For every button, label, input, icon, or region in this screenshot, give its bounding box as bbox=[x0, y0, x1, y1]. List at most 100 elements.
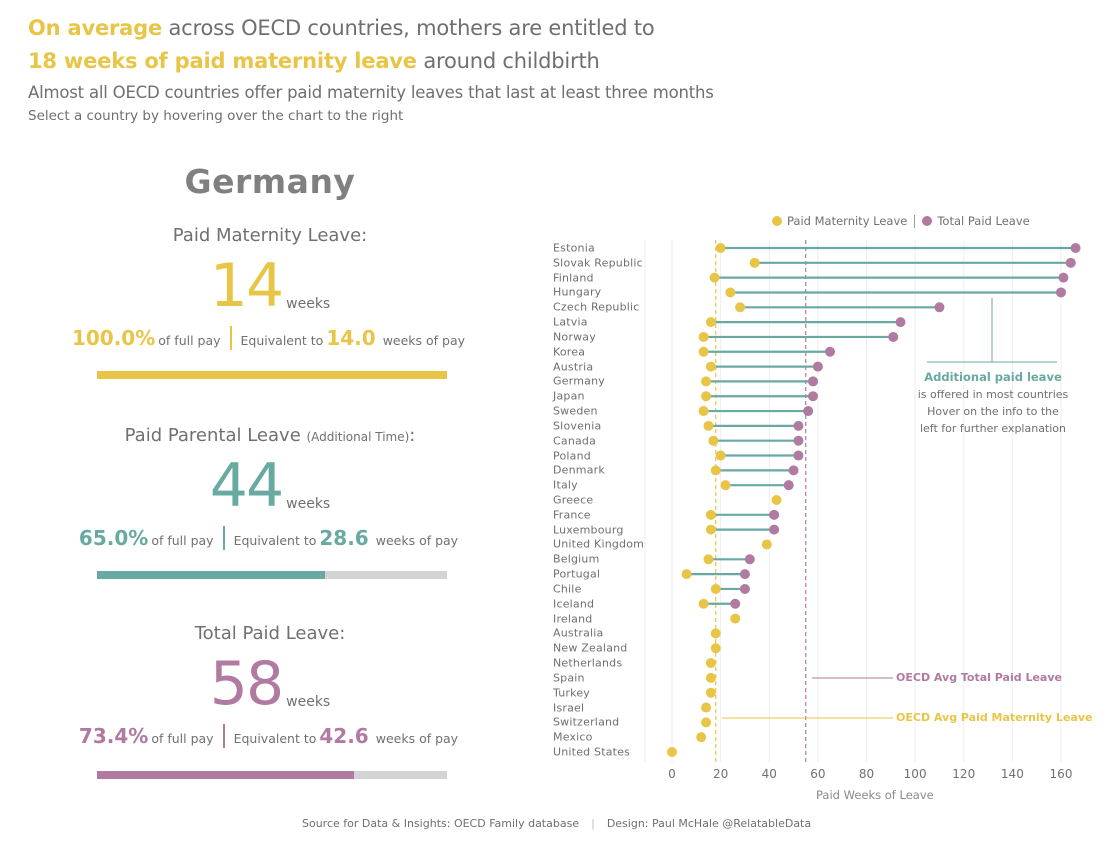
maternity-leave-point bbox=[761, 539, 772, 550]
maternity-leave-point bbox=[715, 243, 726, 253]
subtitle: Almost all OECD countries offer paid mat… bbox=[28, 83, 714, 102]
country-label[interactable]: Canada bbox=[553, 434, 597, 448]
maternity-leave-point bbox=[720, 480, 731, 491]
country-label[interactable]: Israel bbox=[553, 701, 585, 715]
country-label[interactable]: Turkey bbox=[553, 686, 590, 700]
country-label[interactable]: Slovenia bbox=[553, 419, 602, 433]
total-leave-point bbox=[783, 480, 794, 491]
country-label[interactable]: Italy bbox=[553, 478, 578, 492]
legend-maternity-label[interactable]: Paid Maternity Leave bbox=[787, 214, 908, 228]
maternity-leave-point bbox=[705, 658, 716, 669]
country-label[interactable]: Sweden bbox=[553, 404, 598, 418]
headline-text-2: around childbirth bbox=[416, 49, 600, 73]
country-label[interactable]: Latvia bbox=[553, 315, 588, 329]
maternity-leave-point bbox=[681, 569, 692, 580]
maternity-weeks-unit: weeks bbox=[286, 296, 331, 312]
maternity-pct: 100.0% bbox=[71, 326, 156, 350]
total-eq-value: 42.6 bbox=[319, 724, 369, 748]
legend-total-label[interactable]: Total Paid Leave bbox=[937, 214, 1030, 228]
country-label[interactable]: Norway bbox=[553, 330, 596, 344]
maternity-leave-point bbox=[710, 643, 721, 654]
x-tick-label: 100 bbox=[903, 767, 927, 781]
headline-highlight-1: On average bbox=[28, 16, 163, 40]
country-label[interactable]: United States bbox=[553, 745, 631, 759]
x-axis-title: Paid Weeks of Leave bbox=[816, 788, 934, 802]
country-label[interactable]: Portugal bbox=[553, 567, 601, 581]
country-label[interactable]: Czech Republic bbox=[553, 300, 640, 314]
country-label[interactable]: Belgium bbox=[553, 552, 600, 566]
legend-total-dot-icon bbox=[922, 216, 933, 226]
x-tick-label: 0 bbox=[668, 767, 676, 781]
total-title: Total Paid Leave: bbox=[194, 623, 346, 644]
maternity-title: Paid Maternity Leave: bbox=[172, 225, 368, 246]
total-weeks: 58 weeks bbox=[60, 654, 480, 714]
chart-legend[interactable]: Paid Maternity Leave Total Paid Leave bbox=[772, 214, 1030, 228]
parental-title-colon: : bbox=[409, 425, 416, 446]
country-label[interactable]: Slovak Republic bbox=[553, 256, 643, 270]
total-leave-point bbox=[825, 346, 836, 357]
total-pay-bar-fill bbox=[97, 771, 354, 779]
annotation-line: Hover on the info to the bbox=[927, 405, 1059, 418]
country-label[interactable]: Spain bbox=[553, 671, 585, 685]
instruction: Select a country by hovering over the ch… bbox=[28, 108, 404, 124]
total-leave-point bbox=[769, 524, 780, 535]
total-leave-point bbox=[1070, 243, 1081, 253]
maternity-stats: 100.0% of full pay Equivalent to 14.0 we… bbox=[60, 326, 480, 350]
total-leave-point bbox=[1056, 287, 1066, 298]
x-tick-label: 140 bbox=[1000, 767, 1024, 781]
maternity-leave-point bbox=[730, 613, 741, 624]
x-tick-label: 80 bbox=[858, 767, 875, 781]
total-leave-point bbox=[934, 302, 945, 313]
country-label[interactable]: Greece bbox=[553, 493, 594, 507]
country-label[interactable]: Ireland bbox=[553, 612, 593, 626]
maternity-weeks: 14 weeks bbox=[60, 256, 480, 316]
maternity-leave-point bbox=[705, 524, 716, 535]
country-label[interactable]: Korea bbox=[553, 345, 586, 359]
total-leave-point bbox=[812, 361, 823, 372]
x-tick-label: 120 bbox=[952, 767, 976, 781]
maternity-leave-point bbox=[698, 598, 709, 609]
country-label[interactable]: United Kingdom bbox=[553, 537, 645, 551]
country-label[interactable]: Denmark bbox=[553, 463, 605, 477]
country-label[interactable]: Iceland bbox=[553, 597, 595, 611]
maternity-pay-bar bbox=[97, 371, 447, 379]
country-label[interactable]: Poland bbox=[553, 449, 591, 463]
maternity-leave-point bbox=[698, 406, 709, 417]
country-label[interactable]: Mexico bbox=[553, 730, 593, 744]
country-label[interactable]: Netherlands bbox=[553, 656, 623, 670]
maternity-eq-value: 14.0 bbox=[326, 326, 376, 350]
x-tick-label: 20 bbox=[712, 767, 729, 781]
country-label[interactable]: Finland bbox=[553, 271, 594, 285]
total-leave-point bbox=[1058, 272, 1069, 283]
total-leave-point bbox=[793, 450, 804, 461]
country-label[interactable]: Germany bbox=[553, 374, 605, 388]
parental-title: Paid Parental Leave (Additional Time): bbox=[60, 425, 480, 446]
total-stats: 73.4% of full pay Equivalent to 42.6 wee… bbox=[60, 724, 480, 748]
parental-eq-unit: weeks of pay bbox=[375, 533, 459, 548]
country-label[interactable]: Luxembourg bbox=[553, 523, 624, 537]
headline-highlight-2: 18 weeks of paid maternity leave bbox=[28, 49, 417, 73]
country-label[interactable]: Chile bbox=[553, 582, 582, 596]
maternity-leave-point bbox=[667, 747, 677, 757]
total-pct-label: of full pay bbox=[151, 731, 214, 746]
country-label[interactable]: Australia bbox=[553, 626, 604, 640]
maternity-leave-point bbox=[705, 509, 716, 520]
maternity-leave-point bbox=[709, 272, 720, 283]
country-label[interactable]: France bbox=[553, 508, 591, 522]
country-label[interactable]: Switzerland bbox=[553, 715, 620, 729]
total-leave-point bbox=[730, 598, 741, 609]
country-label[interactable]: Hungary bbox=[553, 285, 602, 299]
country-label[interactable]: New Zealand bbox=[553, 641, 628, 655]
country-label[interactable]: Estonia bbox=[553, 241, 595, 255]
maternity-leave-point bbox=[696, 732, 707, 743]
country-label[interactable]: Austria bbox=[553, 360, 594, 374]
total-leave-point bbox=[788, 465, 799, 476]
annotation-line: left for further explanation bbox=[919, 422, 1067, 435]
country-label[interactable]: Japan bbox=[553, 389, 585, 403]
parental-pct-label: of full pay bbox=[151, 533, 214, 548]
legend-separator bbox=[914, 214, 916, 228]
selected-country: Germany bbox=[184, 162, 356, 201]
parental-section: Paid Parental Leave (Additional Time): 4… bbox=[60, 425, 480, 579]
maternity-leave-point bbox=[701, 376, 712, 387]
